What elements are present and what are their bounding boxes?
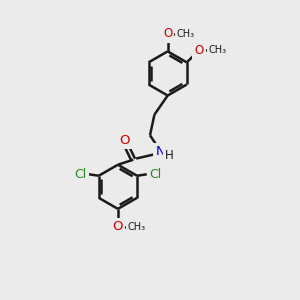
Text: CH₃: CH₃: [177, 29, 195, 39]
Text: Cl: Cl: [74, 168, 86, 181]
Text: CH₃: CH₃: [209, 45, 227, 55]
Text: H: H: [165, 148, 174, 161]
Text: O: O: [163, 28, 172, 40]
Text: N: N: [155, 145, 165, 158]
Text: O: O: [194, 44, 204, 56]
Text: O: O: [120, 134, 130, 147]
Text: Cl: Cl: [149, 168, 162, 181]
Text: CH₃: CH₃: [128, 222, 146, 232]
Text: O: O: [113, 220, 123, 233]
